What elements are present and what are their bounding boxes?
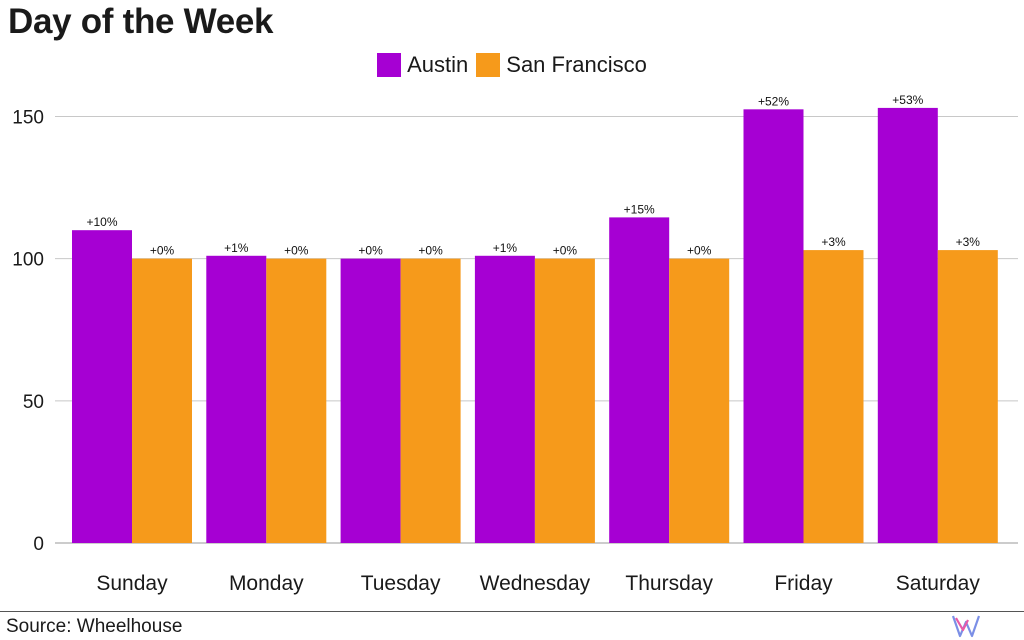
bar-san-francisco-thursday	[669, 258, 730, 543]
bar-san-francisco-saturday	[937, 250, 998, 543]
bar-austin-friday	[743, 109, 804, 543]
data-label-san-francisco-friday: +3%	[821, 235, 846, 249]
footer-divider	[0, 611, 1024, 612]
data-label-austin-monday: +1%	[224, 241, 249, 255]
data-label-san-francisco-tuesday: +0%	[418, 244, 443, 258]
bar-san-francisco-monday	[266, 258, 327, 543]
data-label-san-francisco-monday: +0%	[284, 244, 309, 258]
bar-austin-tuesday	[340, 258, 401, 543]
data-label-san-francisco-thursday: +0%	[687, 244, 712, 258]
data-label-austin-friday: +52%	[758, 94, 789, 108]
source-note: Source: Wheelhouse	[6, 616, 183, 637]
y-tick-label-50: 50	[23, 392, 44, 413]
data-label-san-francisco-sunday: +0%	[150, 244, 175, 258]
data-label-austin-tuesday: +0%	[358, 244, 383, 258]
legend-swatch-austin	[377, 53, 402, 77]
x-tick-label-wednesday: Wednesday	[480, 572, 591, 595]
bar-san-francisco-tuesday	[400, 258, 461, 543]
data-label-austin-wednesday: +1%	[493, 241, 518, 255]
wheelhouse-logo-icon	[951, 615, 981, 638]
y-tick-label-0: 0	[33, 534, 44, 555]
legend-item-austin[interactable]: Austin	[377, 52, 468, 78]
data-label-austin-sunday: +10%	[86, 215, 117, 229]
x-tick-label-sunday: Sunday	[96, 572, 168, 595]
x-tick-label-saturday: Saturday	[896, 572, 981, 595]
data-label-austin-saturday: +53%	[892, 93, 923, 107]
bar-austin-thursday	[609, 217, 670, 543]
bar-chart: 0 50 100 150 +10% +0% Sunday +1% +0% Monday +0% +0%…	[12, 93, 1018, 595]
x-tick-label-friday: Friday	[774, 572, 833, 595]
bar-san-francisco-friday	[803, 250, 864, 543]
legend-label-san-francisco: San Francisco	[506, 52, 647, 77]
y-tick-label-150: 150	[12, 107, 44, 128]
data-label-san-francisco-saturday: +3%	[956, 235, 981, 249]
data-label-austin-thursday: +15%	[624, 202, 655, 216]
bar-san-francisco-wednesday	[534, 258, 595, 543]
bar-austin-wednesday	[474, 255, 535, 543]
legend-label-austin: Austin	[407, 52, 469, 77]
x-tick-label-monday: Monday	[229, 572, 304, 595]
legend: Austin San Francisco	[0, 52, 1024, 78]
legend-swatch-san-francisco	[476, 53, 501, 77]
bar-san-francisco-sunday	[132, 258, 192, 543]
bar-austin-saturday	[877, 107, 938, 543]
data-label-san-francisco-wednesday: +0%	[553, 244, 578, 258]
chart-title: Day of the Week	[8, 2, 274, 41]
bar-austin-sunday	[72, 230, 132, 543]
x-tick-label-tuesday: Tuesday	[361, 572, 441, 595]
y-tick-label-100: 100	[12, 250, 44, 271]
x-tick-label-thursday: Thursday	[625, 572, 713, 595]
bar-austin-monday	[206, 255, 267, 543]
legend-item-san-francisco[interactable]: San Francisco	[476, 52, 647, 78]
